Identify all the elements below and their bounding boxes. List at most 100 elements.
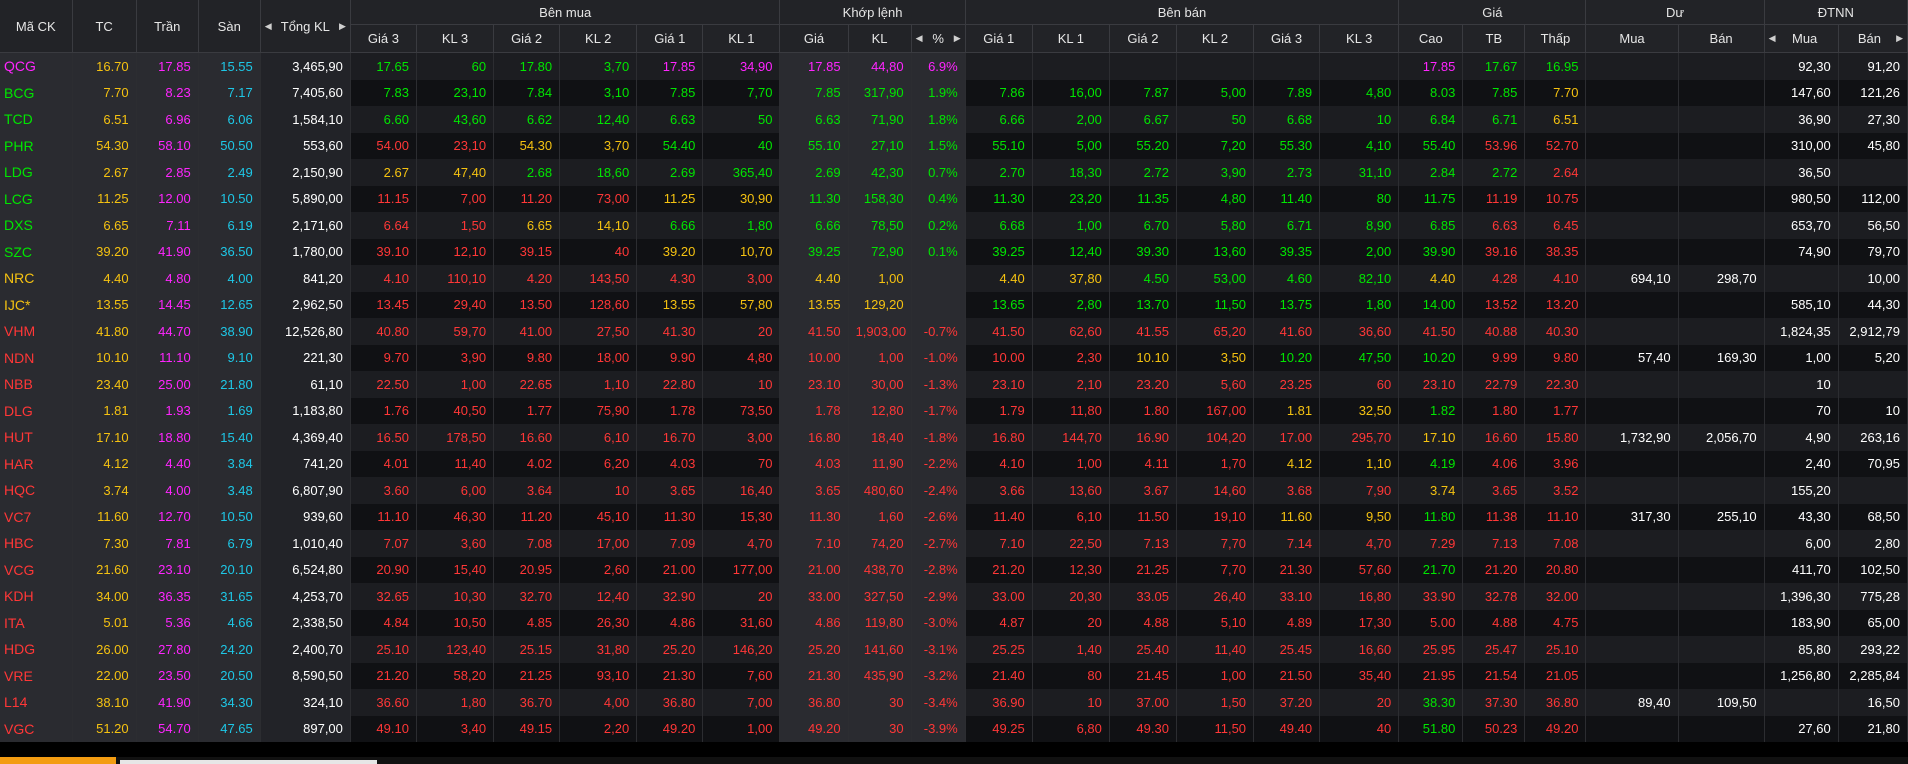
cell-ref: 26.00 — [72, 636, 137, 663]
caret-right-icon[interactable]: ▶ — [953, 33, 961, 43]
cell-symbol[interactable]: DLG — [0, 397, 73, 424]
cell-sell-vol2: 5,80 — [1176, 212, 1255, 239]
cell-ref: 38.10 — [72, 689, 137, 716]
cell-symbol[interactable]: TCD — [0, 106, 73, 133]
col-header-buy-price3[interactable]: Giá 3 — [350, 24, 417, 53]
cell-symbol[interactable]: VCG — [0, 556, 73, 583]
cell-symbol[interactable]: KDH — [0, 583, 73, 610]
col-header-sell-price2[interactable]: Giá 2 — [1109, 24, 1177, 53]
caret-left-icon[interactable]: ◀ — [1768, 33, 1776, 43]
cell-symbol[interactable]: ITA — [0, 609, 73, 636]
col-header-buy-vol1[interactable]: KL 1 — [702, 24, 781, 53]
bottom-tab-active[interactable] — [0, 757, 116, 764]
cell-high: 1.82 — [1398, 397, 1464, 424]
col-header-total-volume[interactable]: ◀ Tổng KL ▶ — [260, 0, 351, 53]
cell-symbol[interactable]: VC7 — [0, 503, 73, 530]
col-header-sell-price1[interactable]: Giá 1 — [965, 24, 1033, 53]
cell-symbol[interactable]: DXS — [0, 212, 73, 239]
col-header-average[interactable]: TB — [1462, 24, 1526, 53]
col-header-buy-vol3[interactable]: KL 3 — [416, 24, 495, 53]
caret-left-icon[interactable]: ◀ — [915, 33, 923, 43]
col-header-ceiling[interactable]: Trần — [136, 0, 199, 53]
table-row[interactable]: NBB 23.40 25.00 21.80 61,10 22.50 1,00 22.65 1,1… — [0, 371, 1908, 398]
table-row[interactable]: HBC 7.30 7.81 6.79 1,010,40 7.07 3,60 7.08 17,00… — [0, 530, 1908, 557]
cell-symbol[interactable]: BCG — [0, 79, 73, 106]
table-row[interactable]: VC7 11.60 12.70 10.50 939,60 11.10 46,30 11.20 4… — [0, 503, 1908, 530]
cell-symbol[interactable]: NDN — [0, 344, 73, 371]
col-header-foreign-buy[interactable]: ◀ Mua — [1764, 24, 1839, 53]
cell-symbol[interactable]: LCG — [0, 185, 73, 212]
cell-high: 17.85 — [1398, 52, 1464, 80]
col-header-match-price[interactable]: Giá — [779, 24, 849, 53]
cell-symbol[interactable]: HQC — [0, 477, 73, 504]
table-row[interactable]: VRE 22.00 23.50 20.50 8,590,50 21.20 58,20 21.2… — [0, 662, 1908, 689]
caret-left-icon[interactable]: ◀ — [264, 20, 272, 31]
cell-symbol[interactable]: QCG — [0, 52, 73, 80]
col-header-floor[interactable]: Sàn — [198, 0, 261, 53]
cell-sell-price3: 6.68 — [1253, 106, 1321, 133]
cell-symbol[interactable]: L14 — [0, 689, 73, 716]
cell-symbol[interactable]: VGC — [0, 715, 73, 742]
cell-symbol[interactable]: VHM — [0, 318, 73, 345]
cell-symbol[interactable]: SZC — [0, 238, 73, 265]
table-row[interactable]: BCG 7.70 8.23 7.17 7,405,60 7.83 23,10 7.84 3,10… — [0, 79, 1908, 106]
table-row[interactable]: NRC 4.40 4.80 4.00 841,20 4.10 110,10 4.20 143,5… — [0, 265, 1908, 292]
table-row[interactable]: QCG 16.70 17.85 15.55 3,465,90 17.65 60 17.80 3,… — [0, 52, 1908, 80]
table-row[interactable]: HQC 3.74 4.00 3.48 6,807,90 3.60 6,00 3.64 10 3.6… — [0, 477, 1908, 504]
table-row[interactable]: LCG 11.25 12.00 10.50 5,890,00 11.15 7,00 11.20… — [0, 185, 1908, 212]
table-row[interactable]: HUT 17.10 18.80 15.40 4,369,40 16.50 178,50 16.… — [0, 424, 1908, 451]
table-row[interactable]: PHR 54.30 58.10 50.50 553,60 54.00 23,10 54.30 3… — [0, 132, 1908, 159]
cell-ref: 10.10 — [72, 344, 137, 371]
table-row[interactable]: DXS 6.65 7.11 6.19 2,171,60 6.64 1,50 6.65 14,10… — [0, 212, 1908, 239]
cell-buy-price1: 6.66 — [636, 212, 704, 239]
table-row[interactable]: TCD 6.51 6.96 6.06 1,584,10 6.60 43,60 6.62 12,4… — [0, 106, 1908, 133]
col-header-high[interactable]: Cao — [1398, 24, 1464, 53]
table-row[interactable]: NDN 10.10 11.10 9.10 221,30 9.70 3,90 9.80 18,00… — [0, 344, 1908, 371]
col-header-low[interactable]: Thấp — [1524, 24, 1587, 53]
col-header-match-percent[interactable]: ◀% ▶ — [911, 24, 966, 53]
cell-buy-price3: 4.01 — [350, 450, 417, 477]
cell-symbol[interactable]: NBB — [0, 371, 73, 398]
table-row[interactable]: VCG 21.60 23.10 20.10 6,524,80 20.90 15,40 20.9… — [0, 556, 1908, 583]
table-row[interactable]: KDH 34.00 36.35 31.65 4,253,70 32.65 10,30 32.7… — [0, 583, 1908, 610]
caret-right-icon[interactable]: ▶ — [338, 20, 346, 31]
cell-symbol[interactable]: HDG — [0, 636, 73, 663]
cell-sell-vol2: 1,00 — [1176, 662, 1255, 689]
cell-symbol[interactable]: VRE — [0, 662, 73, 689]
cell-ceil: 36.35 — [136, 583, 199, 610]
col-header-buy-vol2[interactable]: KL 2 — [559, 24, 638, 53]
col-header-foreign-sell[interactable]: Bán ▶ — [1838, 24, 1908, 53]
col-header-sell-vol3[interactable]: KL 3 — [1319, 24, 1400, 53]
col-header-ref[interactable]: TC — [72, 0, 137, 53]
table-row[interactable]: SZC 39.20 41.90 36.50 1,780,00 39.10 12,10 39.1… — [0, 238, 1908, 265]
col-header-match-volume[interactable]: KL — [848, 24, 912, 53]
caret-right-icon[interactable]: ▶ — [1896, 33, 1903, 43]
cell-symbol[interactable]: NRC — [0, 265, 73, 292]
table-row[interactable]: L14 38.10 41.90 34.30 324,10 36.60 1,80 36.70 4,… — [0, 689, 1908, 716]
cell-total-volume: 2,338,50 — [260, 609, 351, 636]
cell-symbol[interactable]: HAR — [0, 450, 73, 477]
table-row[interactable]: LDG 2.67 2.85 2.49 2,150,90 2.67 47,40 2.68 18,6… — [0, 159, 1908, 186]
col-header-buy-price2[interactable]: Giá 2 — [493, 24, 561, 53]
col-header-remain-buy[interactable]: Mua — [1585, 24, 1679, 53]
col-header-remain-sell[interactable]: Bán — [1678, 24, 1765, 53]
cell-remain-sell — [1678, 318, 1765, 345]
table-row[interactable]: HAR 4.12 4.40 3.84 741,20 4.01 11,40 4.02 6,20 4.… — [0, 450, 1908, 477]
cell-symbol[interactable]: IJC* — [0, 291, 73, 318]
bottom-scrollbar[interactable] — [120, 760, 377, 764]
table-row[interactable]: ITA 5.01 5.36 4.66 2,338,50 4.84 10,50 4.85 26,3… — [0, 609, 1908, 636]
col-header-sell-vol2[interactable]: KL 2 — [1176, 24, 1255, 53]
col-header-sell-vol1[interactable]: KL 1 — [1032, 24, 1110, 53]
cell-symbol[interactable]: LDG — [0, 159, 73, 186]
col-header-symbol[interactable]: Mã CK — [0, 0, 73, 53]
table-row[interactable]: VGC 51.20 54.70 47.65 897,00 49.10 3,40 49.15 2,… — [0, 715, 1908, 742]
col-header-buy-price1[interactable]: Giá 1 — [636, 24, 704, 53]
col-header-sell-price3[interactable]: Giá 3 — [1253, 24, 1321, 53]
table-row[interactable]: VHM 41.80 44.70 38.90 12,526,80 40.80 59,70 41.… — [0, 318, 1908, 345]
cell-symbol[interactable]: HBC — [0, 530, 73, 557]
cell-symbol[interactable]: PHR — [0, 132, 73, 159]
table-row[interactable]: IJC* 13.55 14.45 12.65 2,962,50 13.45 29,40 13.… — [0, 291, 1908, 318]
cell-symbol[interactable]: HUT — [0, 424, 73, 451]
table-row[interactable]: DLG 1.81 1.93 1.69 1,183,80 1.76 40,50 1.77 75,9… — [0, 397, 1908, 424]
table-row[interactable]: HDG 26.00 27.80 24.20 2,400,70 25.10 123,40 25.… — [0, 636, 1908, 663]
